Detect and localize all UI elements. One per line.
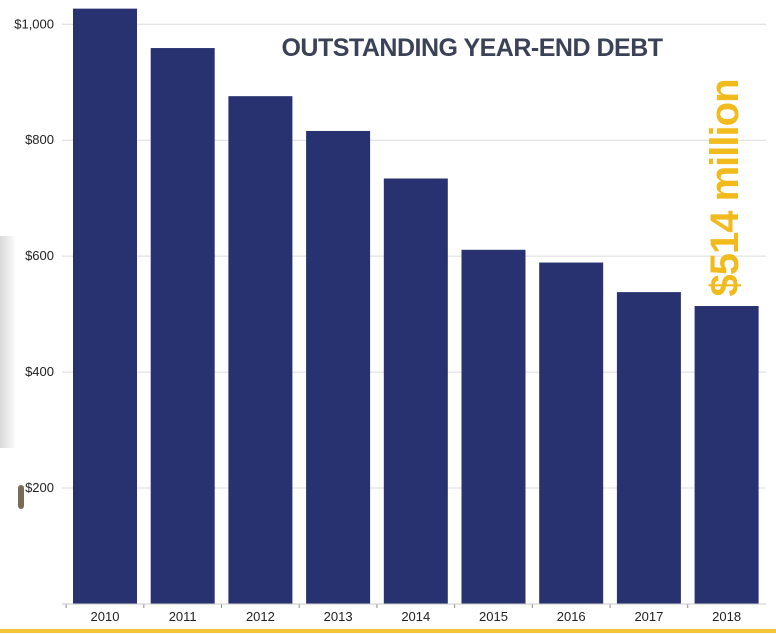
bar-2017 — [616, 292, 681, 604]
bar-2016 — [539, 262, 604, 604]
x-tick-label-2014: 2014 — [401, 609, 430, 624]
background-photo-detail — [18, 485, 24, 509]
bar-2018 — [694, 306, 759, 604]
x-tick-label-2011: 2011 — [169, 609, 197, 624]
x-tick-label-2012: 2012 — [246, 609, 275, 624]
x-tick-label-2010: 2010 — [91, 609, 120, 624]
background-photo-edge — [0, 236, 16, 448]
bar-2013 — [306, 130, 371, 604]
bar-2012 — [228, 96, 293, 604]
chart-title: OUTSTANDING YEAR-END DEBT — [281, 34, 662, 62]
x-tick-label-2015: 2015 — [479, 609, 508, 624]
x-axis-tick-labels: 2010 2011 2012 2013 2014 2015 2016 2017 2018 — [65, 604, 741, 624]
bottom-rule — [0, 629, 776, 633]
bar-2015 — [461, 249, 526, 604]
y-tick-label-600: $600 — [25, 248, 54, 263]
x-tick-label-2018: 2018 — [712, 609, 741, 624]
y-tick-label-200: $200 — [25, 480, 54, 495]
x-tick-label-2017: 2017 — [634, 609, 663, 624]
y-axis-tick-labels: $200 $400 $600 $800 $1,000 — [14, 16, 54, 495]
y-tick-label-800: $800 — [25, 132, 54, 147]
bar-2011 — [150, 48, 215, 604]
y-tick-label-1000: $1,000 — [14, 16, 54, 31]
callout-514-million: $514 million — [703, 80, 747, 297]
bars — [73, 8, 759, 605]
bar-2010 — [73, 8, 137, 604]
bar-2014 — [383, 178, 448, 605]
x-tick-label-2013: 2013 — [324, 609, 353, 624]
y-tick-label-400: $400 — [25, 364, 54, 379]
x-tick-label-2016: 2016 — [557, 609, 586, 624]
